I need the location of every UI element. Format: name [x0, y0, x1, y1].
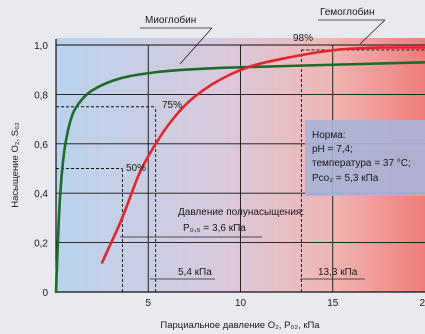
- y-tick-label-0: 0: [42, 288, 48, 299]
- norm-pco2: Pco₂ = 5,3 кПа: [312, 173, 379, 184]
- myoglobin-callout-line: [179, 27, 213, 65]
- y-tick-label-4: 0,8: [34, 90, 48, 101]
- series-line-hemoglobin: [100, 46, 425, 264]
- axes: [55, 39, 425, 293]
- y-tick-label-2: 0,4: [34, 189, 48, 200]
- label-13-3-kpa: 13,3 кПа: [318, 267, 358, 278]
- y-tick-label-1: 0,2: [34, 239, 48, 250]
- label-75-percent: 75%: [162, 100, 182, 111]
- curves: [54, 46, 425, 294]
- norm-box: [305, 120, 425, 196]
- norm-ph: pH = 7,4;: [312, 144, 353, 155]
- x-tick-label-2: 10: [235, 298, 247, 309]
- myoglobin-label: Миоглобин: [145, 14, 196, 26]
- y-tick-label-5: 1,0: [34, 41, 48, 52]
- x-axis-label: Парциальное давление O₂, P₀₂, кПа: [160, 320, 320, 331]
- x-tick-label-4: 20: [419, 298, 425, 309]
- tick-labels: 0 0,2 0,4 0,6 0,8 1,0 5 10 15 20: [34, 41, 425, 309]
- half-saturation-title: Давление полунасыщения:: [178, 207, 304, 218]
- norm-temperature: температура = 37 °C;: [312, 158, 411, 169]
- half-saturation-value: P₀,₅ = 3,6 кПа: [183, 223, 246, 234]
- y-tick-label-3: 0,6: [34, 140, 48, 151]
- series-line-myoglobin: [54, 61, 425, 294]
- label-98-percent: 98%: [293, 33, 313, 44]
- y-axis-label: Насыщение O₂, S₀₂: [10, 122, 21, 208]
- hemoglobin-label: Гемоглобин: [320, 6, 375, 18]
- x-tick-label-3: 15: [327, 298, 339, 309]
- label-50-percent: 50%: [126, 163, 146, 174]
- reference-dashed-lines: [56, 44, 425, 292]
- x-tick-label-1: 5: [145, 298, 151, 309]
- hemoglobin-callout-line: [359, 19, 386, 45]
- norm-title: Норма:: [312, 130, 346, 141]
- grid: [56, 44, 425, 292]
- label-5-4-kpa: 5,4 кПа: [178, 267, 212, 278]
